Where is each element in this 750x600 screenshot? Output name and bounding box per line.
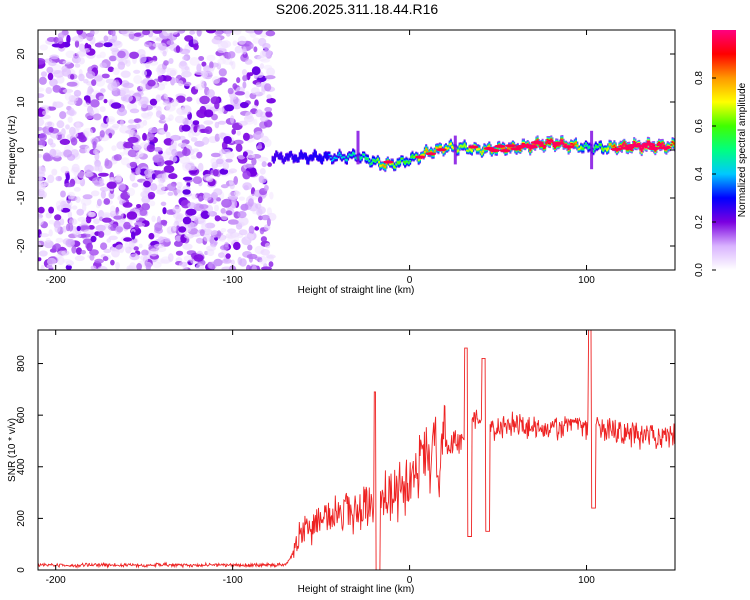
snr-frame	[37, 329, 676, 571]
snr-panel: -200 -100 0 100 0 200 400 600 800 Height of str…	[7, 329, 676, 595]
y-tick-label: 800	[16, 355, 27, 372]
spectral-streak	[356, 130, 360, 165]
y-tick-label: -20	[16, 238, 27, 253]
snr-y-axis: 0 200 400 600 800	[16, 355, 675, 573]
snr-x-label: Height of straight line (km)	[298, 584, 415, 595]
x-tick-label: -100	[223, 575, 243, 586]
colorbar-label: Normalized spectral amplitude	[737, 82, 748, 217]
snr-content	[38, 330, 675, 570]
y-tick-label: 0	[16, 567, 27, 573]
y-tick-label: 600	[16, 406, 27, 423]
colorbar-tick-label: 0.4	[694, 167, 705, 181]
colorbar: 0.0 0.2 0.4 0.6 0.8 Normalized spectral ampl…	[694, 30, 748, 277]
spectrogram-x-label: Height of straight line (km)	[298, 285, 415, 296]
colorbar-tick-label: 0.6	[694, 119, 705, 133]
spectral-streak	[590, 130, 594, 170]
y-tick-label: 20	[16, 48, 27, 60]
y-tick-label: 0	[16, 147, 27, 153]
x-tick-label: -200	[46, 275, 66, 286]
y-tick-label: -10	[16, 190, 27, 205]
spectral-ridge	[271, 135, 675, 173]
x-tick-label: -200	[46, 575, 66, 586]
snr-y-label: SNR (10 * v/v)	[7, 418, 18, 482]
spectrogram-y-label: Frequency (Hz)	[7, 116, 18, 185]
spectrogram-y-axis: -20 -10 0 10 20	[16, 48, 675, 253]
x-tick-label: 100	[578, 275, 595, 286]
colorbar-tick-label: 0.8	[694, 71, 705, 85]
spectrogram-x-axis: -200 -100 0 100	[46, 30, 595, 286]
colorbar-tick-label: 0.2	[694, 215, 705, 229]
noise-speckle	[38, 30, 277, 270]
ridge-peaks	[383, 140, 671, 164]
chart-title: S206.2025.311.18.44.R16	[276, 1, 439, 17]
x-tick-label: 0	[407, 275, 413, 286]
snr-x-axis: -200 -100 0 100	[46, 330, 595, 586]
y-tick-label: 10	[16, 96, 27, 108]
spectral-streak	[453, 135, 457, 165]
y-tick-label: 400	[16, 458, 27, 475]
x-tick-label: 0	[407, 575, 413, 586]
colorbar-tick-label: 0.0	[694, 263, 705, 277]
x-tick-label: -100	[223, 275, 243, 286]
snr-line	[38, 330, 675, 570]
x-tick-label: 100	[578, 575, 595, 586]
spectrogram-content	[38, 30, 675, 270]
colorbar-gradient	[712, 30, 736, 270]
y-tick-label: 200	[16, 510, 27, 527]
colorbar-axis: 0.0 0.2 0.4 0.6 0.8	[694, 71, 716, 277]
